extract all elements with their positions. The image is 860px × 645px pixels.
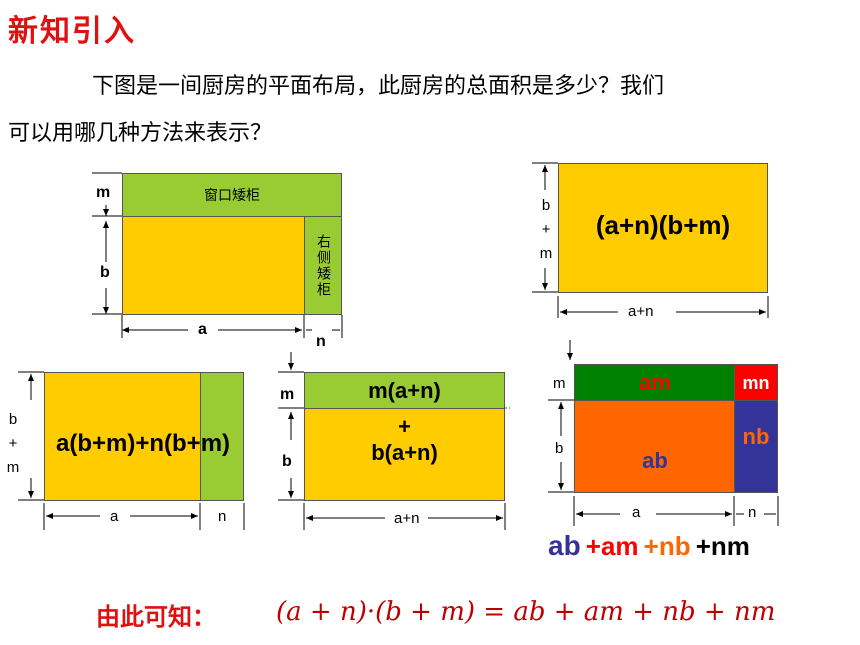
sum-ab: ab (548, 530, 581, 561)
d3-right-rect (200, 372, 244, 501)
d5-nb-rect: nb (734, 400, 778, 493)
whole-area-expression: (a+n)(b+m) (595, 209, 731, 240)
d1-label-n: n (316, 333, 326, 350)
d4-bottom-label: a+n (394, 510, 420, 527)
side-cabinet: 右侧矮柜 (304, 216, 342, 315)
d4-bottom-expr-text: b(a+n) (371, 440, 438, 465)
d4-plus: + (398, 414, 411, 439)
d3-expression: a(b+m)+n(b+m) (56, 430, 231, 457)
question-line-1: 下图是一间厨房的平面布局，此厨房的总面积是多少？我们 (92, 74, 665, 99)
d4-top-rect: m(a+n) (304, 372, 505, 409)
d2-side-b: b (541, 197, 551, 214)
window-cabinet: 窗口矮柜 (122, 173, 342, 217)
sum-nb: +nb (643, 531, 691, 561)
d4-top-expression: m(a+n) (368, 377, 441, 403)
d4-bottom-expression: + b(a+n) (304, 414, 505, 466)
whole-area-rect: (a+n)(b+m) (558, 163, 768, 293)
d1-label-a: a (198, 321, 207, 338)
d1-label-m: m (96, 184, 111, 201)
sum-nm: +nm (695, 531, 750, 561)
d5-ab-label: ab (642, 447, 668, 473)
d3-label-a: a (110, 508, 119, 525)
d2-side-plus: + (541, 221, 551, 238)
d3-side-m: m (6, 459, 20, 476)
sum-am: +am (585, 531, 639, 561)
d3-label-n: n (218, 508, 227, 525)
d5-mn-rect: mn (734, 364, 778, 402)
conclusion-label: 由此可知： (96, 603, 216, 631)
d4-label-m: m (280, 386, 295, 403)
window-cabinet-label: 窗口矮柜 (204, 187, 260, 203)
d3-side-label: b + m (6, 408, 20, 480)
kitchen-floor (122, 216, 306, 315)
question-line-2: 可以用哪几种方法来表示？ (8, 121, 273, 146)
d5-label-m: m (553, 375, 566, 392)
d5-am-label: am (639, 370, 671, 395)
d1-label-b: b (100, 264, 110, 281)
section-title: 新知引入 (8, 14, 136, 49)
d5-am-rect: am (574, 364, 736, 402)
d4-bottom-rect (304, 408, 505, 501)
d3-left-rect (44, 372, 202, 501)
d2-side-label: b + m (539, 194, 553, 266)
d5-mn-label: mn (742, 372, 770, 393)
side-cabinet-label: 右侧矮柜 (315, 233, 331, 298)
d4-label-b: b (282, 453, 292, 470)
d5-nb-label: nb (742, 423, 770, 449)
conclusion-formula: (a + n)·(b + m) = ab + am + nb + nm (276, 597, 776, 627)
sum-expression: ab +am +nb +nm (548, 530, 750, 562)
d5-label-n: n (748, 504, 757, 521)
d5-ab-rect: ab (574, 400, 736, 493)
d3-side-b: b (8, 411, 18, 428)
d5-label-b: b (555, 440, 564, 457)
d2-bottom-label: a+n (628, 303, 654, 320)
d5-label-a: a (632, 504, 641, 521)
d3-side-plus: + (8, 435, 18, 452)
d2-side-m: m (539, 245, 553, 262)
